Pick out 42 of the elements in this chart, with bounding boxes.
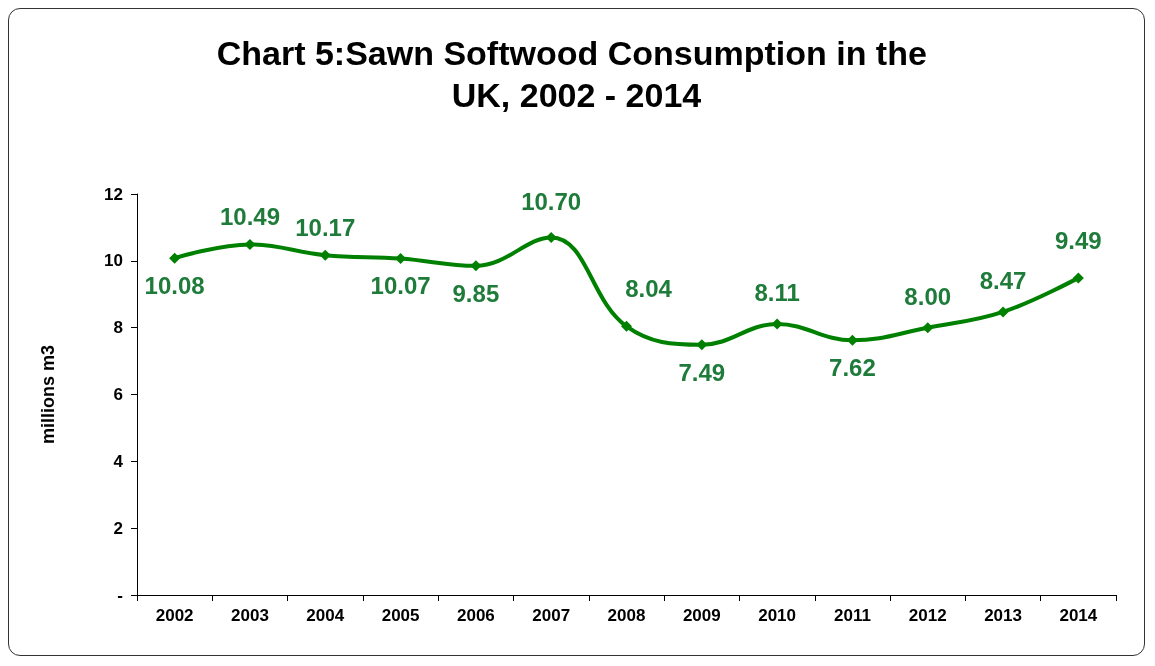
x-tick-label: 2006	[456, 606, 495, 625]
x-tick-label: 2002	[155, 606, 194, 625]
y-tick-label: 6	[113, 385, 123, 404]
data-label: 10.49	[219, 203, 280, 231]
y-tick-label: -	[117, 585, 123, 605]
point	[771, 318, 783, 330]
data-label: 8.04	[625, 275, 673, 303]
point	[922, 322, 934, 334]
data-label: 10.17	[295, 214, 356, 242]
data-label: 9.49	[1054, 226, 1102, 254]
y-tick-label: 12	[104, 184, 123, 204]
data-label: 7.49	[678, 358, 726, 386]
data-label: 8.47	[979, 266, 1027, 294]
x-tick-label: 2012	[908, 606, 947, 625]
data-label: 10.08	[144, 272, 205, 300]
y-tick-label: 8	[113, 318, 123, 338]
x-tick-label: 2014	[1059, 606, 1098, 625]
y-tick-label: 2	[113, 518, 123, 538]
y-tick-label: 4	[113, 451, 124, 471]
y-tick-label: 10	[104, 251, 123, 271]
point	[169, 252, 181, 264]
chart-title: Chart 5:Sawn Softwood Consumption in the UK, 2002 - 2014	[216, 34, 937, 114]
data-label: 9.85	[452, 279, 500, 307]
x-tick-label: 2008	[607, 606, 646, 625]
y-axis-title: millions m3	[38, 344, 58, 445]
point	[997, 306, 1009, 318]
point	[1072, 272, 1084, 284]
x-tick-label: 2004	[306, 606, 345, 625]
x-tick-label: 2009	[682, 606, 721, 625]
data-label: 10.70	[521, 188, 582, 216]
data-label: 8.11	[754, 278, 800, 306]
x-tick-label: 2013	[984, 606, 1022, 625]
x-tick-label: 2005	[381, 606, 420, 625]
x-tick-label: 2007	[532, 606, 571, 625]
x-tick-label: 2011	[833, 606, 871, 625]
x-tick-label: 2010	[758, 606, 797, 625]
data-label: 10.07	[370, 272, 431, 300]
x-tick-label: 2003	[231, 606, 269, 625]
data-label: 7.62	[829, 354, 876, 382]
point	[621, 320, 632, 332]
data-label: 8.00	[904, 282, 952, 310]
point	[319, 249, 331, 261]
